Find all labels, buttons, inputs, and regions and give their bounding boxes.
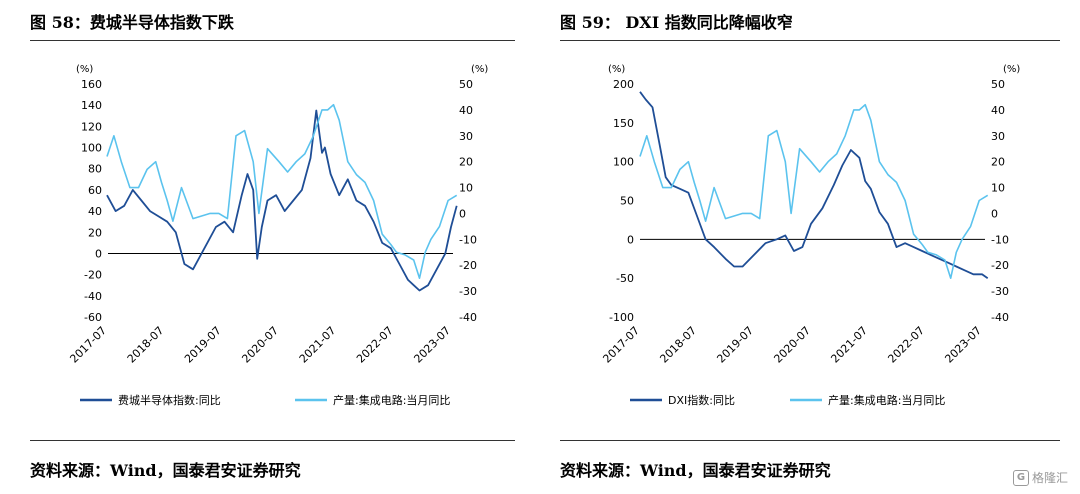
left-chart: (%) (%)-60-40-20020406080100120140160-40-… xyxy=(67,64,488,407)
left-bottom-rule xyxy=(30,440,515,441)
left-tick-label: 40 xyxy=(88,205,102,218)
left-tick-label: 20 xyxy=(88,226,102,239)
left-axis-unit: (%) xyxy=(76,64,93,75)
x-tick-label: 2017-07 xyxy=(600,324,642,366)
left-tick-label: 150 xyxy=(613,117,634,130)
right-tick-label: 50 xyxy=(991,78,1005,91)
right-tick-label: -30 xyxy=(459,285,477,298)
right-tick-label: 20 xyxy=(459,156,473,169)
right-tick-label: 10 xyxy=(459,182,473,195)
right-tick-label: -40 xyxy=(991,311,1009,324)
left-tick-label: 160 xyxy=(81,78,102,91)
x-tick-label: 2021-07 xyxy=(828,324,870,366)
right-title-rule xyxy=(560,40,1060,41)
series-line xyxy=(106,103,458,279)
left-tick-label: 0 xyxy=(627,233,634,246)
x-tick-label: 2022-07 xyxy=(885,324,927,366)
left-tick-label: 100 xyxy=(81,142,102,155)
right-tick-label: -20 xyxy=(459,259,477,272)
legend-label: 费城半导体指数:同比 xyxy=(118,393,221,407)
left-tick-label: -50 xyxy=(616,272,634,285)
left-axis-unit: (%) xyxy=(608,64,625,75)
left-tick-label: -40 xyxy=(84,290,102,303)
right-tick-label: 30 xyxy=(459,130,473,143)
left-tick-label: 60 xyxy=(88,184,102,197)
right-tick-label: 10 xyxy=(991,182,1005,195)
left-tick-label: -20 xyxy=(84,269,102,282)
right-source: 资料来源：Wind，国泰君安证券研究 xyxy=(560,461,831,480)
left-tick-label: -60 xyxy=(84,311,102,324)
legend-label: 产量:集成电路:当月同比 xyxy=(828,393,945,407)
right-tick-label: -10 xyxy=(459,233,477,246)
x-tick-label: 2020-07 xyxy=(239,324,281,366)
right-tick-label: -20 xyxy=(991,259,1009,272)
right-tick-label: -30 xyxy=(991,285,1009,298)
x-tick-label: 2021-07 xyxy=(297,324,339,366)
legend-label: DXI指数:同比 xyxy=(668,393,735,407)
series-line xyxy=(106,109,458,292)
x-tick-label: 2023-07 xyxy=(411,324,453,366)
x-tick-label: 2019-07 xyxy=(714,324,756,366)
right-axis-unit: (%) xyxy=(1003,64,1020,75)
right-tick-label: 40 xyxy=(459,104,473,117)
x-tick-label: 2023-07 xyxy=(942,324,984,366)
right-tick-label: 30 xyxy=(991,130,1005,143)
right-tick-label: 50 xyxy=(459,78,473,91)
left-source: 资料来源：Wind，国泰君安证券研究 xyxy=(30,461,301,480)
right-tick-label: -10 xyxy=(991,233,1009,246)
right-chart: (%) (%)-100-50050100150200-40-30-20-10010… xyxy=(600,64,1020,407)
right-tick-label: 20 xyxy=(991,156,1005,169)
watermark-logo-icon: G xyxy=(1012,469,1029,486)
left-tick-label: 50 xyxy=(620,195,634,208)
left-tick-label: 120 xyxy=(81,120,102,133)
right-tick-label: 0 xyxy=(459,207,466,220)
right-tick-label: 0 xyxy=(991,207,998,220)
right-figure-title: 图 59： DXI 指数同比降幅收窄 xyxy=(560,13,793,32)
left-tick-label: 80 xyxy=(88,163,102,176)
watermark-text: 格隆汇 xyxy=(1031,471,1068,485)
left-tick-label: 100 xyxy=(613,156,634,169)
x-tick-label: 2022-07 xyxy=(354,324,396,366)
left-tick-label: 140 xyxy=(81,99,102,112)
legend-label: 产量:集成电路:当月同比 xyxy=(333,393,450,407)
right-axis-unit: (%) xyxy=(471,64,488,75)
right-tick-label: -40 xyxy=(459,311,477,324)
x-tick-label: 2018-07 xyxy=(657,324,699,366)
x-tick-label: 2017-07 xyxy=(67,324,109,366)
series-line xyxy=(639,91,989,279)
left-tick-label: 200 xyxy=(613,78,634,91)
series-line xyxy=(639,103,989,279)
right-bottom-rule xyxy=(560,440,1060,441)
x-tick-label: 2019-07 xyxy=(182,324,224,366)
left-figure-title: 图 58：费城半导体指数下跌 xyxy=(30,13,234,32)
left-tick-label: -100 xyxy=(609,311,634,324)
right-tick-label: 40 xyxy=(991,104,1005,117)
left-tick-label: 0 xyxy=(95,247,102,260)
x-tick-label: 2018-07 xyxy=(125,324,167,366)
left-title-rule xyxy=(30,40,515,41)
watermark: G 格隆汇 xyxy=(1012,469,1068,486)
x-tick-label: 2020-07 xyxy=(771,324,813,366)
